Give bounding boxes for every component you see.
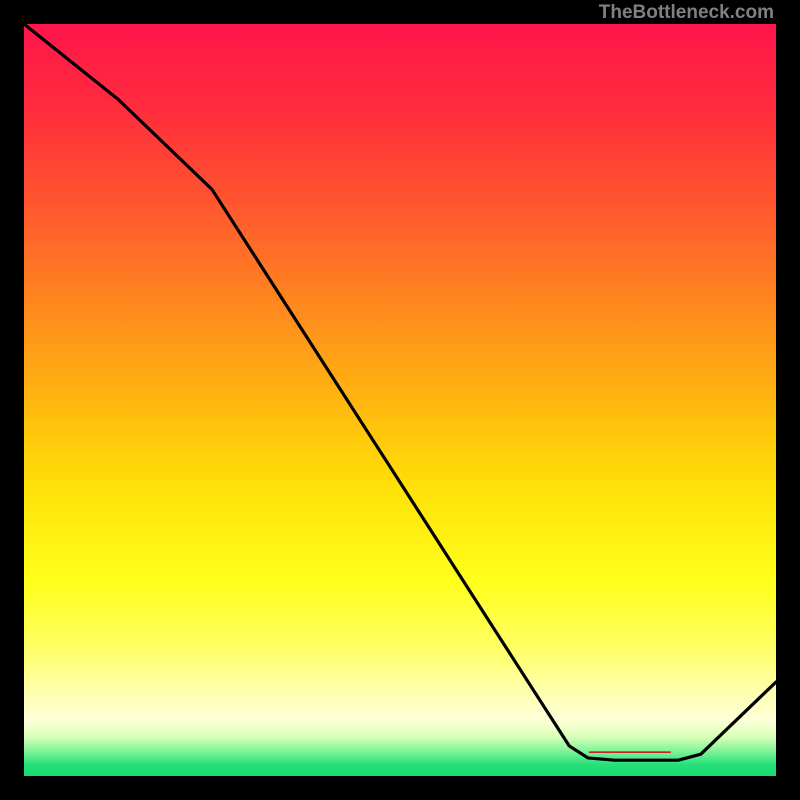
chart-frame: ▬▬▬▬▬▬▬▬▬: [20, 20, 780, 780]
watermark-text: TheBottleneck.com: [599, 2, 774, 24]
plot-area: ▬▬▬▬▬▬▬▬▬: [24, 24, 776, 776]
series-line: [24, 24, 776, 776]
